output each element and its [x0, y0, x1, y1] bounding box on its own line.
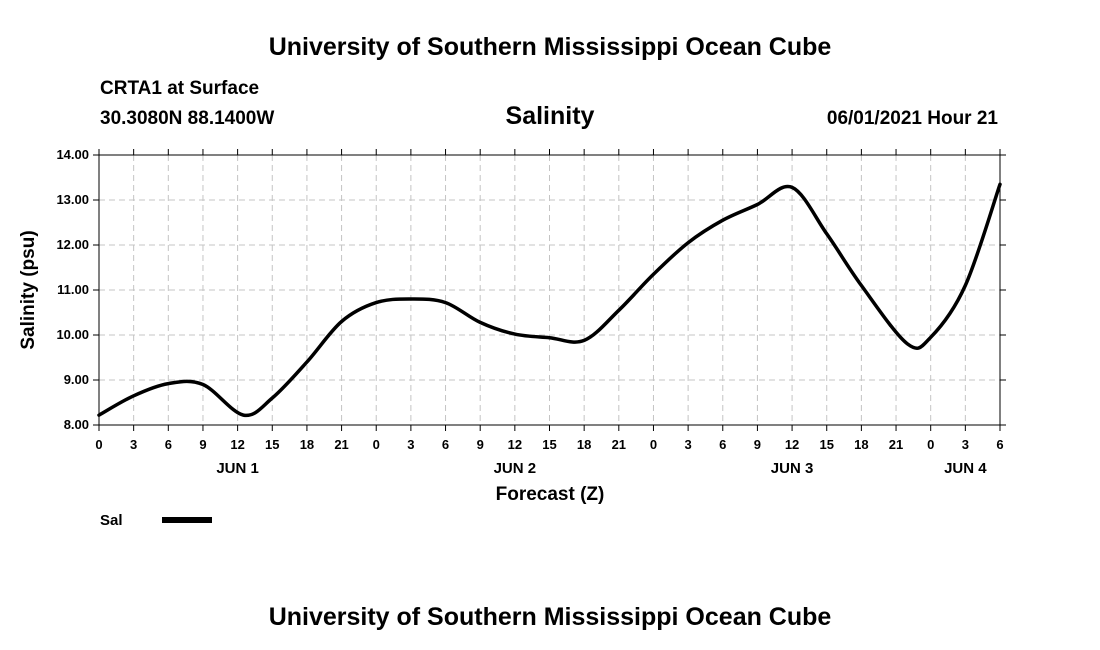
y-tick-label: 9.00 [64, 372, 89, 387]
y-tick-label: 12.00 [56, 237, 89, 252]
x-axis-label: Forecast (Z) [496, 484, 605, 505]
x-axis: 0 3 6 9 12 15 18 21 0 3 6 9 12 15 18 21 0 3 6 9 12 15 18 21 0 3 6 [95, 149, 1004, 452]
x-tick-label: 3 [684, 437, 691, 452]
grid-lines [99, 155, 1000, 425]
x-tick-label: 9 [477, 437, 484, 452]
y-tick-label: 11.00 [57, 282, 89, 297]
x-tick-label: 6 [442, 437, 449, 452]
y-tick-label: 14.00 [56, 147, 89, 162]
x-tick-label: 6 [996, 437, 1003, 452]
x-tick-label: 18 [300, 437, 314, 452]
x-tick-label: 15 [819, 437, 833, 452]
y-axis-label: Salinity (psu) [18, 230, 39, 349]
x-tick-label: 15 [542, 437, 556, 452]
location-label: 30.3080N 88.1400W [100, 108, 274, 129]
x-tick-label: 9 [754, 437, 761, 452]
date-label: JUN 3 [771, 460, 814, 477]
bottom-title: University of Southern Mississippi Ocean… [269, 603, 832, 631]
x-tick-label: 12 [785, 437, 799, 452]
date-label: JUN 4 [944, 460, 987, 477]
x-tick-label: 0 [95, 437, 102, 452]
series-line-sal [97, 182, 1002, 418]
x-tick-label: 3 [130, 437, 137, 452]
y-tick-label: 10.00 [56, 327, 89, 342]
y-tick-label: 13.00 [56, 192, 89, 207]
station-label: CRTA1 at Surface [100, 78, 259, 99]
date-label: JUN 2 [494, 460, 537, 477]
x-tick-label: 21 [612, 437, 626, 452]
x-tick-label: 18 [854, 437, 868, 452]
top-title: University of Southern Mississippi Ocean… [269, 33, 832, 61]
x-tick-label: 0 [927, 437, 934, 452]
x-tick-label: 9 [199, 437, 206, 452]
date-labels: JUN 1 JUN 2 JUN 3 JUN 4 [216, 460, 987, 477]
x-tick-label: 0 [650, 437, 657, 452]
x-tick-label: 15 [265, 437, 279, 452]
x-tick-label: 3 [407, 437, 414, 452]
x-tick-label: 18 [577, 437, 591, 452]
x-tick-label: 21 [334, 437, 348, 452]
date-label: JUN 1 [216, 460, 259, 477]
x-tick-label: 6 [719, 437, 726, 452]
x-tick-label: 0 [373, 437, 380, 452]
x-tick-label: 6 [165, 437, 172, 452]
legend-label-sal: Sal [100, 512, 123, 529]
datetime-label: 06/01/2021 Hour 21 [827, 108, 999, 129]
chart-title: Salinity [506, 102, 595, 130]
x-tick-label: 21 [889, 437, 903, 452]
x-tick-label: 12 [508, 437, 522, 452]
y-axis: 8.00 9.00 10.00 11.00 12.00 13.00 14.00 [56, 147, 1006, 432]
y-tick-label: 8.00 [64, 417, 89, 432]
x-tick-label: 3 [962, 437, 969, 452]
x-tick-label: 12 [230, 437, 244, 452]
